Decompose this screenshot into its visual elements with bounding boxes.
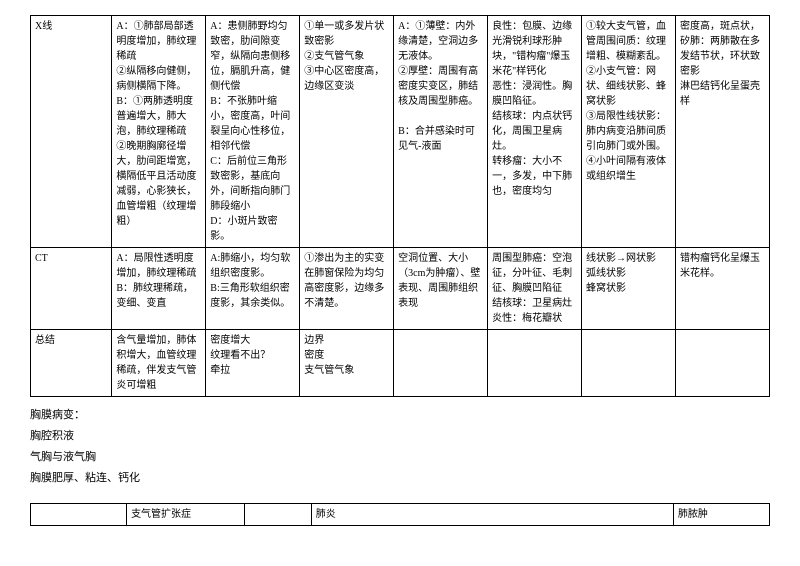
cell: A：①肺部局部透明度增加，肺纹理稀疏 ②纵隔移向健侧，病侧横隔下降。 B：①两肺… xyxy=(112,16,206,248)
cell: 边界 密度 支气管气象 xyxy=(300,330,394,397)
table-row: CT A：局限性透明度增加，肺纹理稀疏 B：肺纹理稀疏，变细、变直 A:肺缩小，… xyxy=(31,248,770,330)
cell: 密度增大 纹理看不出？ 牵拉 xyxy=(206,330,300,397)
cell xyxy=(675,330,769,397)
main-table: X线 A：①肺部局部透明度增加，肺纹理稀疏 ②纵隔移向健侧，病侧横隔下降。 B：… xyxy=(30,15,770,397)
row-label: X线 xyxy=(31,16,112,248)
note-line: 胸膜肥厚、粘连、钙化 xyxy=(30,468,770,489)
cell: A：患侧肺野均匀致密，肋间隙变窄，纵隔向患侧移位，膈肌升高，健侧代偿 B：不张肺… xyxy=(206,16,300,248)
table-row: X线 A：①肺部局部透明度增加，肺纹理稀疏 ②纵隔移向健侧，病侧横隔下降。 B：… xyxy=(31,16,770,248)
table-row: 总结 含气量增加，肺体积增大，血管纹理稀疏，伴发支气管炎可增粗 密度增大 纹理看… xyxy=(31,330,770,397)
cell: ①较大支气管，血管周围间质：纹理增粗、模糊紊乱。 ②小支气管：网状、细线状影、蜂… xyxy=(582,16,676,248)
cell: ①渗出为主的实变在肺窗保险为均匀高密度影，边缘多不清楚。 xyxy=(300,248,394,330)
cell: 良性：包膜、边缘光滑锐利球形肿块，"错构瘤"爆玉米花"样钙化 恶性：浸润性。胸膜… xyxy=(488,16,582,248)
cell xyxy=(394,330,488,397)
cell: 密度高，斑点状，矽肺：两肺散在多发结节状，环状致密影 淋巴结钙化呈蛋壳样 xyxy=(675,16,769,248)
cell: A：局限性透明度增加，肺纹理稀疏 B：肺纹理稀疏，变细、变直 xyxy=(112,248,206,330)
cell xyxy=(245,503,312,525)
note-line: 气胸与液气胸 xyxy=(30,447,770,468)
cell: 错构瘤钙化呈爆玉米花样。 xyxy=(675,248,769,330)
row-label: CT xyxy=(31,248,112,330)
cell: A：①薄壁：内外缘清楚，空洞边多无液体。 ②厚壁：周围有高密度实变区，肺结核及周… xyxy=(394,16,488,248)
cell: A:肺缩小，均匀软组织密度影。 B:三角形软组织密度影，其余类似。 xyxy=(206,248,300,330)
cell: 肺炎 xyxy=(311,503,673,525)
cell: ①单一或多发片状致密影 ②支气管气象 ③中心区密度高，边缘区变淡 xyxy=(300,16,394,248)
note-line: 胸腔积液 xyxy=(30,426,770,447)
cell xyxy=(488,330,582,397)
row-label: 总结 xyxy=(31,330,112,397)
cell xyxy=(31,503,127,525)
cell: 支气管扩张症 xyxy=(127,503,245,525)
table-row: 支气管扩张症 肺炎 肺脓肿 xyxy=(31,503,770,525)
secondary-table: 支气管扩张症 肺炎 肺脓肿 xyxy=(30,503,770,526)
cell: 含气量增加，肺体积增大，血管纹理稀疏，伴发支气管炎可增粗 xyxy=(112,330,206,397)
cell: 线状影→网状影 弧线状影 蜂窝状影 xyxy=(582,248,676,330)
note-line: 胸膜病变： xyxy=(30,405,770,426)
notes-block: 胸膜病变： 胸腔积液 气胸与液气胸 胸膜肥厚、粘连、钙化 xyxy=(30,405,770,489)
cell: 空洞位置、大小（3cm为肿瘤）、壁表现、周围肺组织表现 xyxy=(394,248,488,330)
cell: 周围型肺癌：空泡征，分叶征、毛刺征、胸膜凹陷征 结核球：卫星病灶 炎性：梅花瓣状 xyxy=(488,248,582,330)
cell: 肺脓肿 xyxy=(673,503,769,525)
cell xyxy=(582,330,676,397)
